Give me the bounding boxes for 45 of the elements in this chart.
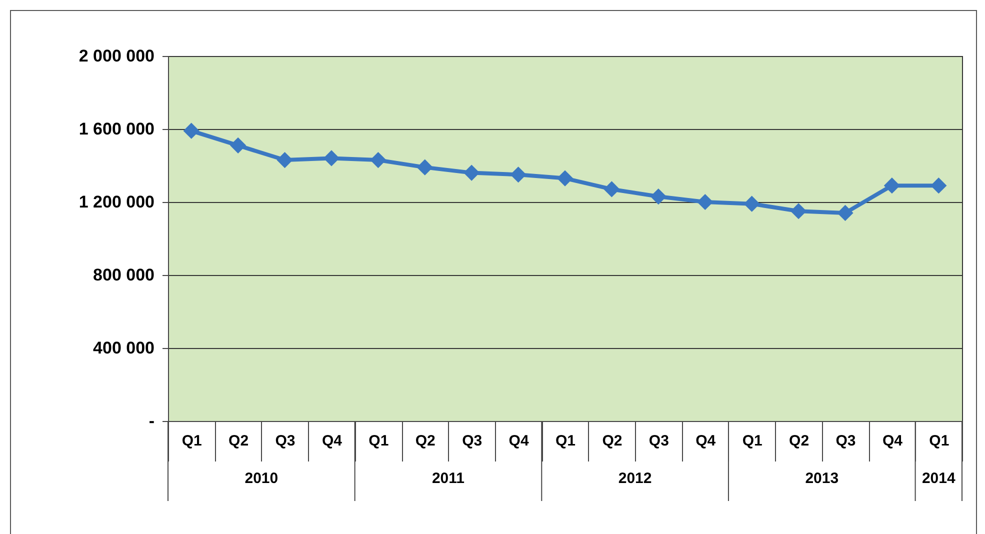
point [464,164,480,181]
x-tick-label: Q2 [789,432,810,450]
point [790,203,807,220]
x-tick-label: Q2 [602,432,622,450]
x-tick-label: Q4 [322,432,343,450]
x-tick-label: Q2 [228,432,249,450]
point [650,188,666,205]
x-tick-label: Q3 [836,432,856,450]
point [604,181,620,198]
point [697,194,714,210]
text: 2011 [432,470,465,487]
x-tick-label: Q3 [275,432,296,450]
point [323,150,340,166]
x-tick-label: Q1 [929,432,950,450]
point [884,178,900,194]
y-tick-label: - [148,412,154,430]
x-tick-label: Q3 [462,432,482,450]
x-tick-label: Q4 [508,432,530,450]
point [230,137,246,154]
x-tick-label: Q1 [182,432,202,450]
text: 2014 [922,470,956,487]
y-tick-label: 1 200 000 [78,192,154,212]
point [744,196,760,212]
x-tick-label: Q1 [368,432,389,450]
text: 2013 [805,470,839,487]
y-tick-label: 400 000 [93,338,154,358]
x-tick-label: Q4 [882,432,904,450]
point [370,152,386,168]
x-tick-label: Q1 [555,432,576,450]
point [416,159,433,176]
point [510,166,526,183]
point [556,170,574,186]
y-tick-label: 1 600 000 [78,120,154,138]
x-tick-label: Q3 [648,432,669,450]
point [276,152,293,168]
x-tick-label: Q1 [742,432,762,450]
x-tick-label: Q2 [415,432,436,450]
point [183,122,200,139]
text: 2012 [618,470,652,487]
y-tick-label: 800 000 [93,266,154,284]
y-tick-label: 2 000 000 [78,46,154,66]
text: 2010 [244,470,278,487]
point [930,178,947,194]
point [837,204,854,222]
x-tick-label: Q4 [696,432,716,450]
